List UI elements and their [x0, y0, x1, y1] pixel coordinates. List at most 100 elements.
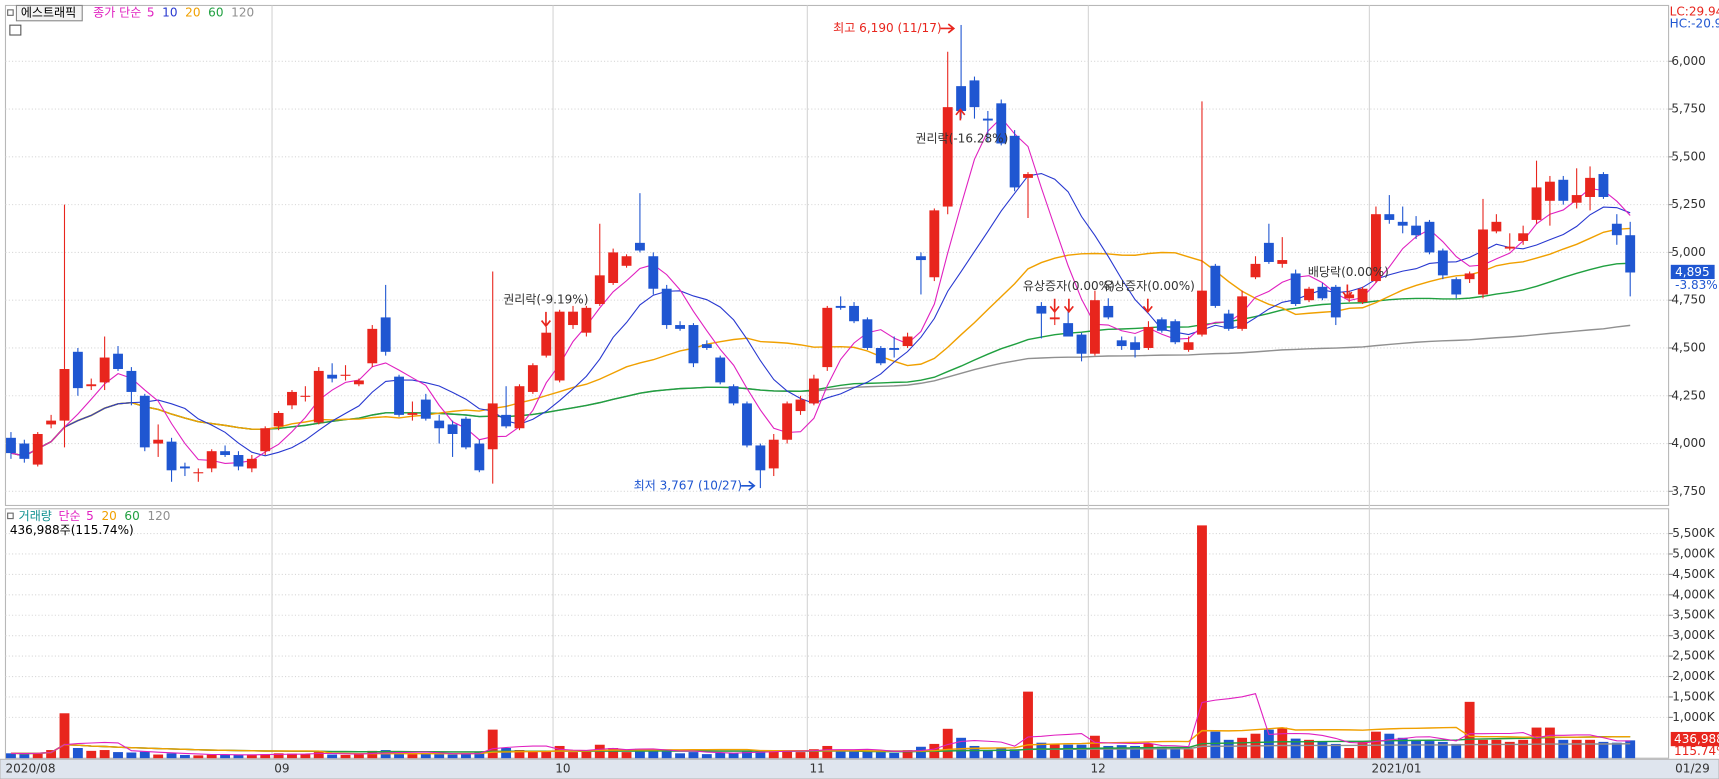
annotation: 배당락(0.00%)	[1308, 265, 1389, 279]
candle-body	[795, 399, 806, 412]
volume-bar	[862, 750, 873, 759]
volume-bar	[742, 750, 752, 759]
candle-body	[527, 365, 538, 392]
candle-body	[394, 376, 404, 415]
volume-bar	[1170, 747, 1181, 759]
annotation-arrow	[540, 311, 551, 328]
volume-bar	[902, 750, 913, 759]
candle-body	[1036, 305, 1047, 314]
volume-bar	[1197, 525, 1207, 759]
candle-body	[675, 325, 686, 329]
candle-body	[1263, 242, 1274, 262]
candle-body	[688, 325, 699, 364]
y-tick-label: 4,250	[1671, 388, 1705, 402]
candle-body	[1371, 214, 1381, 282]
volume-panel	[4, 508, 1670, 759]
annotation: 최저 3,767 (10/27)	[634, 478, 742, 492]
candle-body	[1049, 317, 1060, 320]
volume-bar	[340, 754, 351, 759]
volume-bar	[782, 750, 793, 759]
candle-body	[1424, 221, 1435, 253]
annotation: 유상증자(0.00%)	[1103, 279, 1195, 293]
candle-body	[287, 391, 297, 406]
date-label: 10	[555, 762, 570, 776]
candle-body	[808, 378, 819, 404]
volume-bar	[1076, 744, 1087, 759]
volume-bar	[59, 713, 70, 759]
y-tick-label: 1,000K	[1672, 710, 1715, 724]
candle-body	[982, 118, 993, 121]
candle-body	[1183, 342, 1194, 350]
last-volume-label: 436,988	[1674, 732, 1719, 746]
candle-body	[1076, 334, 1087, 354]
y-tick-label: 3,000K	[1672, 628, 1715, 642]
volume-bar	[634, 748, 645, 759]
grid-icon	[9, 24, 22, 36]
y-tick-label: 4,750	[1671, 293, 1705, 307]
volume-bar	[942, 728, 953, 759]
candle-body	[541, 332, 552, 356]
candle-body	[1585, 177, 1595, 197]
candle-body	[1210, 265, 1221, 306]
date-label: 09	[274, 762, 289, 776]
volume-bar	[554, 745, 565, 759]
candle-body	[634, 242, 645, 251]
volume-bar	[420, 753, 431, 759]
last-price-label: 4,895	[1675, 265, 1709, 279]
annotation: 권리락(-9.19%)	[503, 292, 588, 306]
annotation-arrow	[1142, 298, 1153, 314]
volume-bar	[1478, 739, 1488, 759]
volume-bar	[1598, 741, 1609, 759]
candle-body	[1504, 246, 1515, 249]
candle-body	[300, 395, 311, 397]
annotation-arrow	[940, 23, 956, 34]
legend-entry: 20	[185, 6, 200, 20]
volume-bar	[313, 752, 324, 759]
legend-entry: 20	[101, 509, 116, 523]
candle-body	[1598, 174, 1609, 197]
volume-bar	[675, 753, 686, 759]
candle-body	[862, 319, 873, 348]
volume-bar	[153, 754, 164, 759]
candle-body	[1223, 313, 1234, 329]
candle-body	[206, 451, 217, 469]
volume-bar	[1009, 749, 1020, 759]
candle-body	[1411, 225, 1422, 236]
volume-bar	[407, 754, 418, 759]
volume-bar	[1304, 739, 1314, 759]
candle-body	[1103, 305, 1114, 318]
volume-bar	[701, 754, 712, 759]
candle-body	[849, 305, 859, 322]
volume-bar	[1049, 743, 1060, 759]
volume-bar	[72, 748, 83, 759]
volume-bar	[621, 752, 632, 759]
volume-bar	[287, 753, 297, 759]
candle-body	[1317, 286, 1328, 299]
volume-bar	[1103, 745, 1114, 759]
volume-bar	[1210, 731, 1221, 759]
volume-bar	[434, 754, 445, 759]
candle-body	[487, 403, 498, 450]
annotation: 유상증자(0.00%)	[1023, 279, 1115, 293]
candle-body	[1451, 279, 1462, 295]
candle-body	[782, 403, 793, 440]
volume-bar	[246, 754, 257, 759]
candle-body	[1197, 290, 1207, 335]
volume-bar	[1116, 745, 1127, 759]
candle-body	[461, 418, 471, 448]
volume-bar	[1558, 739, 1569, 759]
volume-bar	[1585, 739, 1595, 759]
candle-body	[661, 288, 672, 326]
candle-body	[916, 256, 926, 261]
volume-bar	[1437, 741, 1448, 759]
volume-bar	[768, 751, 779, 759]
y-tick-label: 2,500K	[1672, 649, 1715, 663]
volume-bar	[220, 754, 231, 759]
volume-bar	[916, 746, 926, 759]
price-moving-average	[10, 262, 1631, 457]
legend-title: 단순	[58, 509, 80, 523]
candle-body	[1384, 214, 1395, 220]
y-tick-label: 4,000K	[1672, 587, 1715, 601]
volume-bar	[461, 753, 471, 759]
volume-bar	[581, 751, 592, 759]
